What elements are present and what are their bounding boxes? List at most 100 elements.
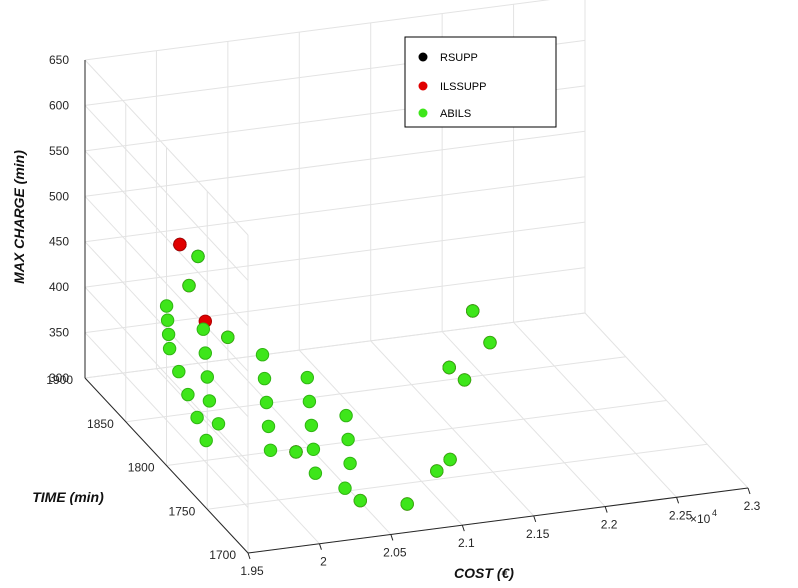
- data-point-abils-12: [198, 346, 213, 360]
- x-tick-label-4: 2.15: [526, 527, 550, 541]
- x-tick-label-7: 2.3: [744, 499, 761, 513]
- backwall-gridline-z-3: [84, 176, 586, 243]
- y-axis-line: [84, 377, 249, 554]
- data-point-abils-18: [255, 348, 270, 362]
- data-point-abils-36: [466, 304, 480, 318]
- leftwall-gridline-z-4: [84, 195, 249, 372]
- data-point-abils-34: [457, 373, 472, 387]
- z-tick-label-1: 350: [49, 326, 69, 340]
- data-point-abils-30: [400, 497, 414, 511]
- y-tick-label-0: 1700: [209, 548, 236, 562]
- backwall-gridline-z-7: [84, 0, 551, 61]
- y-tick-label-3: 1850: [87, 417, 114, 431]
- leftwall-gridline-z-1: [84, 332, 249, 508]
- data-point-abils-8: [159, 299, 174, 313]
- data-point-abils-15: [261, 419, 276, 434]
- data-point-abils-11: [200, 370, 215, 384]
- data-point-abils-17: [257, 371, 272, 386]
- floor-gridline-y-2: [166, 400, 667, 466]
- x-tick-label-5: 2.2: [601, 518, 618, 532]
- data-point-abils-9: [211, 417, 226, 431]
- x-tick-mark-3: [461, 524, 465, 532]
- data-point-abils-5: [162, 341, 177, 356]
- x-multiplier: ×10 4: [690, 508, 717, 526]
- legend-marker-abils: [418, 108, 428, 118]
- data-point-abils-4: [172, 364, 186, 379]
- z-tick-label-7: 650: [49, 53, 69, 67]
- data-point-abils-23: [300, 370, 314, 385]
- data-point-abils-38: [221, 330, 235, 344]
- x-tick-mark-0: [247, 552, 251, 560]
- data-point-abils-25: [343, 456, 357, 471]
- data-point-abils-37: [182, 278, 196, 293]
- data-point-abils-27: [339, 408, 353, 423]
- y-tick-label-1: 1750: [169, 504, 196, 518]
- data-point-abils-16: [259, 395, 274, 410]
- data-point-abils-35: [483, 335, 497, 350]
- data-points: [159, 237, 497, 511]
- data-point-abils-21: [304, 418, 319, 433]
- x-tick-mark-5: [604, 506, 608, 513]
- floor-gridline-y-1: [207, 443, 708, 510]
- z-tick-label-4: 500: [49, 189, 69, 203]
- z-tick-label-0: 300: [49, 371, 69, 385]
- backwall-gridline-z-2: [84, 221, 586, 288]
- x-multiplier-base: ×10: [690, 512, 711, 526]
- data-point-abils-29: [353, 493, 367, 508]
- data-point-abils-1: [199, 433, 213, 448]
- x-tick-mark-4: [533, 515, 537, 523]
- x-tick-label-6: 2.25: [669, 508, 693, 522]
- leftwall-gridline-z-7: [84, 59, 249, 236]
- z-tick-label-2: 400: [49, 280, 69, 294]
- legend-label-ilssupp: ILSSUPP: [440, 81, 486, 93]
- x-axis-label: COST (€): [454, 565, 514, 581]
- z-tick-label-6: 600: [49, 98, 69, 112]
- legend: RSUPP ILSSUPP ABILS: [404, 36, 557, 128]
- x-tick-label-0: 1.95: [240, 564, 264, 578]
- leftwall-gridline-z-2: [84, 286, 249, 463]
- legend-box: [404, 36, 557, 128]
- data-point-abils-7: [160, 313, 175, 327]
- data-point-abils-14: [263, 443, 278, 457]
- y-tick-label-2: 1800: [128, 461, 155, 475]
- y-axis-label: TIME (min): [32, 489, 104, 505]
- data-point-abils-33: [442, 360, 456, 375]
- data-point-abils-24: [338, 481, 352, 495]
- data-point-abils-10: [202, 394, 217, 408]
- data-point-abils-0: [191, 249, 205, 264]
- legend-label-abils: ABILS: [440, 108, 471, 120]
- leftwall-gridline-z-5: [84, 150, 249, 327]
- data-point-abils-22: [302, 394, 317, 409]
- y-tick-label-4: 1900: [46, 373, 73, 387]
- legend-label-rsupp: RSUPP: [440, 52, 478, 64]
- x-tick-label-2: 2.05: [383, 545, 407, 559]
- series-ilssupp: [173, 237, 497, 511]
- data-point-abils-19: [308, 466, 323, 480]
- backwall-gridline-z-0: [84, 312, 586, 379]
- x-tick-mark-6: [676, 497, 680, 504]
- data-point-abils-28: [289, 445, 303, 459]
- grid-layer: [84, 0, 749, 554]
- z-tick-label-5: 550: [49, 144, 69, 158]
- data-point-abils-32: [443, 452, 457, 467]
- x-tick-mark-7: [747, 487, 751, 495]
- x-tick-mark-1: [318, 543, 322, 550]
- data-point-abils-31: [430, 464, 444, 478]
- data-point-abils-6: [161, 327, 176, 342]
- data-point-abils-13: [196, 322, 211, 336]
- x-tick-label-3: 2.1: [458, 536, 475, 550]
- backwall-gridline-z-4: [84, 130, 586, 197]
- data-point-abils-2: [190, 410, 204, 425]
- legend-marker-ilssupp: [418, 81, 428, 91]
- data-point-abils-26: [341, 432, 355, 447]
- x-axis-line: [247, 487, 749, 554]
- z-axis-label: MAX CHARGE (min): [11, 150, 27, 284]
- data-point-abils-3: [181, 387, 195, 402]
- series-abils: [159, 249, 497, 511]
- legend-marker-rsupp: [418, 52, 428, 62]
- x-multiplier-exponent: 4: [712, 508, 717, 518]
- leftwall-gridline-z-6: [84, 105, 249, 281]
- tick-labels: 1.95 2 2.05 2.1 2.15 2.2 2.25 2.3 1700 1750 1800 18…: [46, 53, 760, 578]
- x-tick-label-1: 2: [320, 555, 327, 569]
